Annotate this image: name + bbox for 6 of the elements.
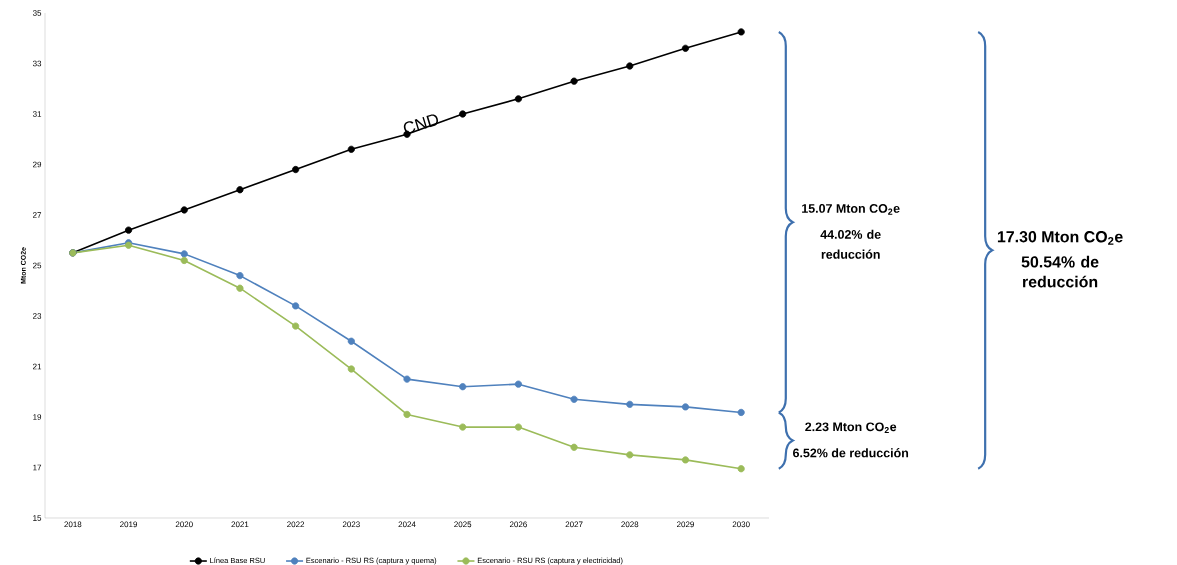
- text: 2.23 Mton CO$_{2}$e: [805, 422, 897, 434]
- text: 17.30 Mton CO$_{2}$e: [997, 231, 1123, 245]
- text: 50.54% de reducción: [1021, 255, 1099, 288]
- text: 44.02% de reducción: [820, 229, 881, 259]
- text: 15.07 Mton CO$_{2}$e: [802, 204, 900, 215]
- text: 6.52% de reducción: [793, 448, 909, 458]
